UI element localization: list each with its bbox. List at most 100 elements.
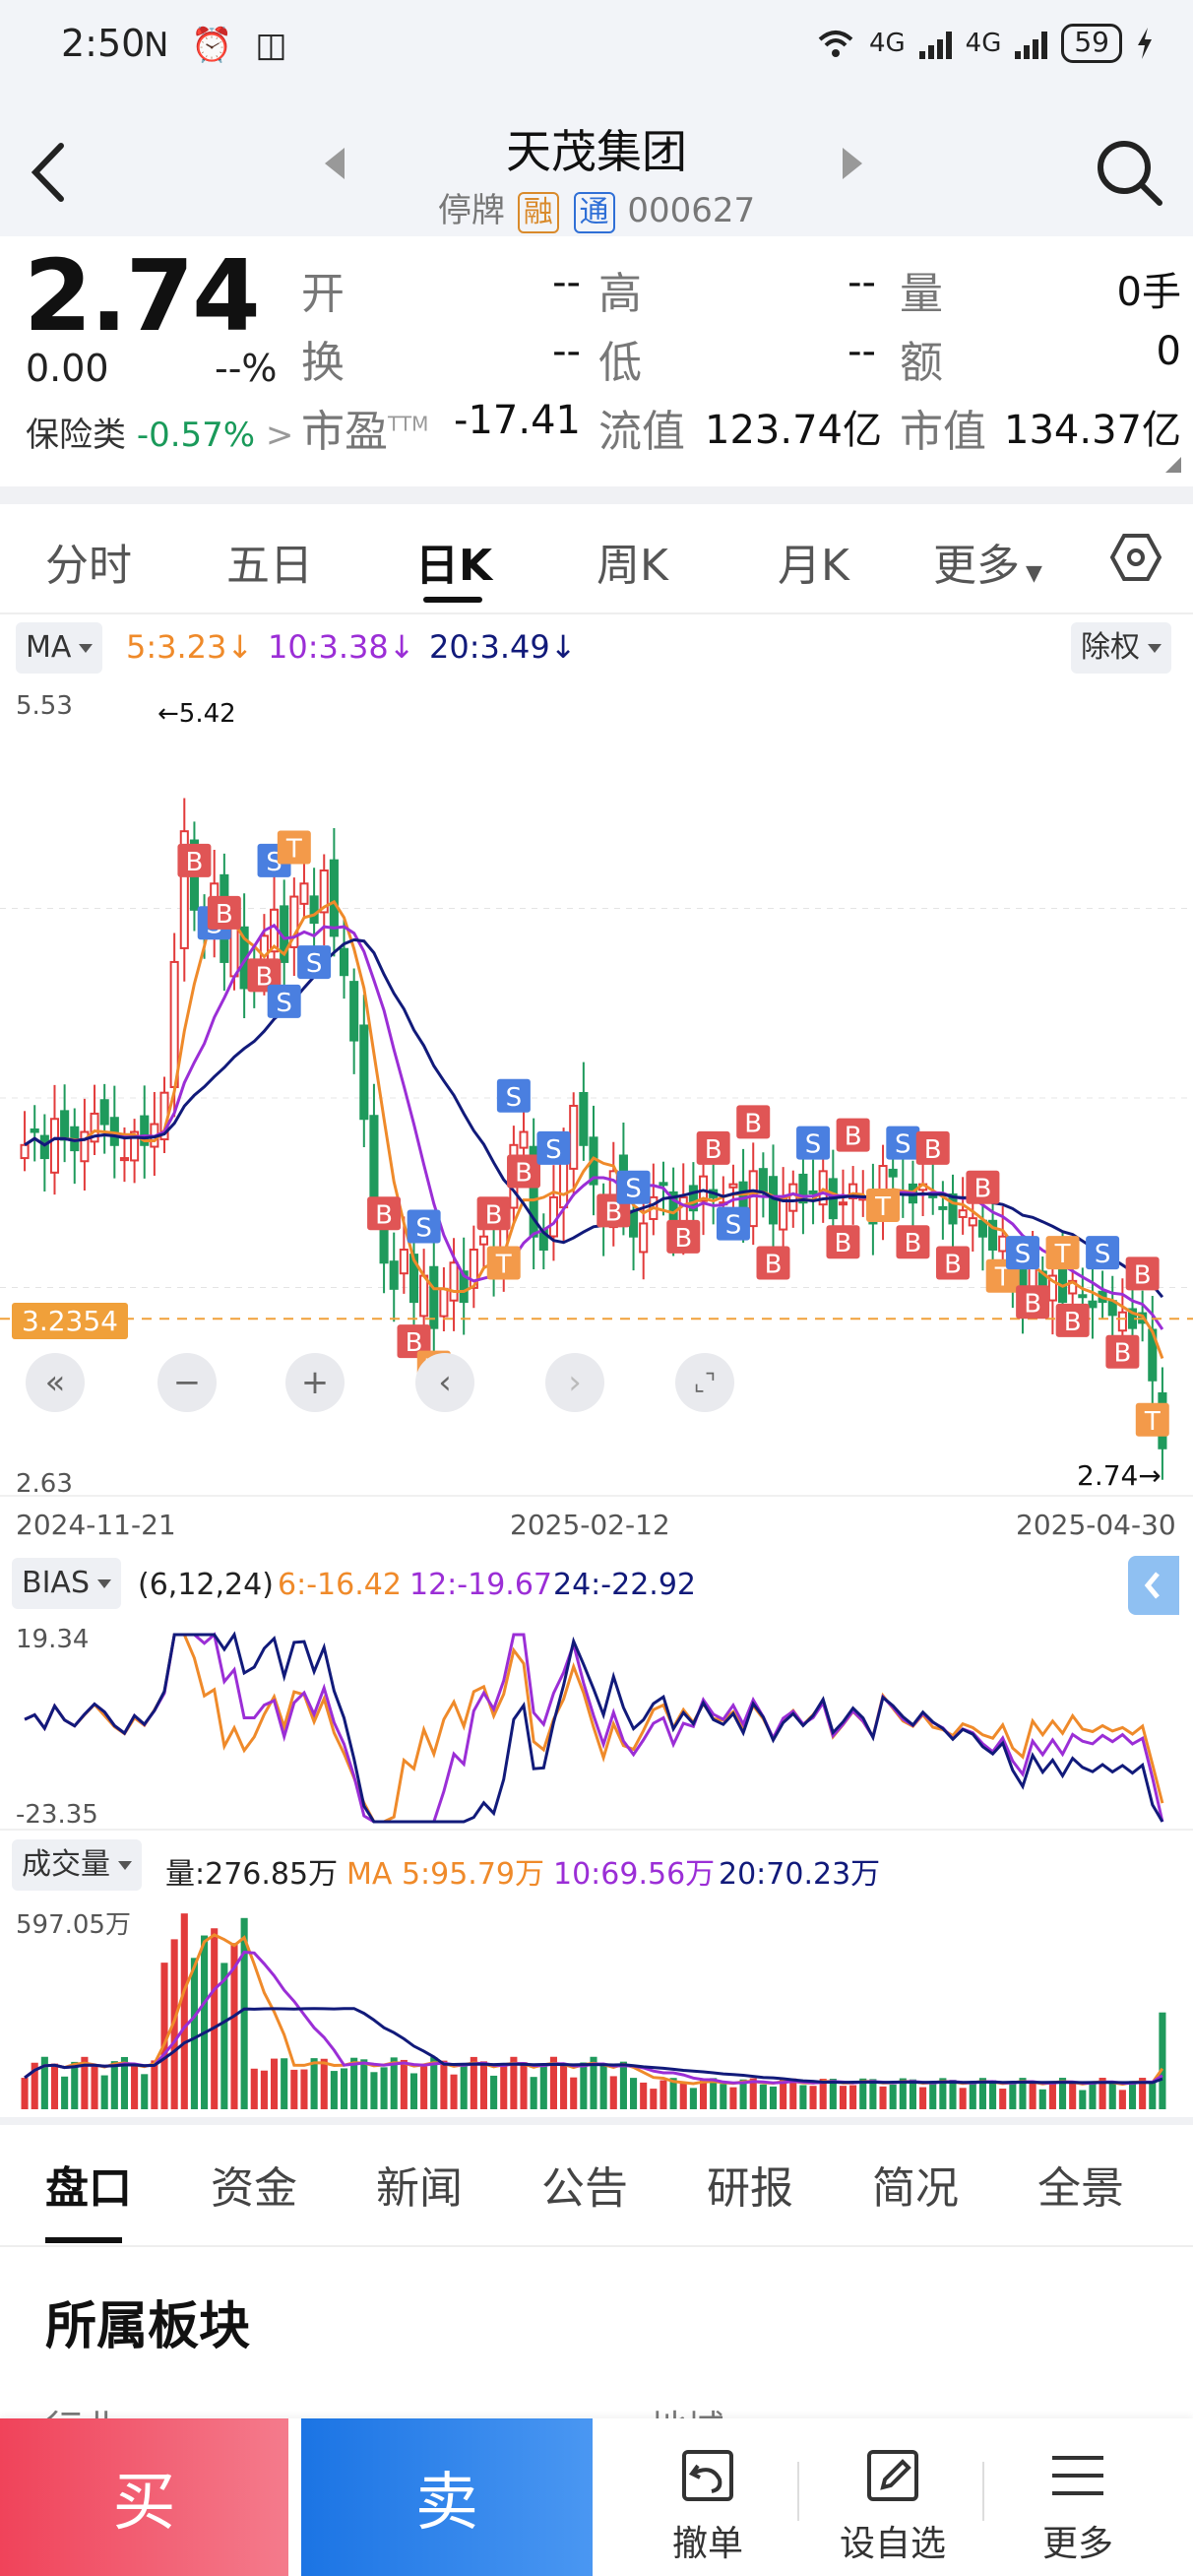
trade-marker-b <box>1105 1334 1140 1369</box>
candle-body <box>548 1195 558 1238</box>
candle-body <box>459 1270 469 1304</box>
ma-indicator-dropdown[interactable]: MA <box>16 622 103 674</box>
volume-bar <box>590 2056 597 2109</box>
trade-marker-t <box>1045 1236 1080 1270</box>
candle-body <box>49 1118 60 1174</box>
edit-icon <box>867 2450 918 2501</box>
volume-bar <box>290 2069 298 2109</box>
more-actions-button[interactable]: 更多 <box>984 2418 1171 2576</box>
volume-bar <box>71 2061 79 2109</box>
turnover-label: 换 <box>301 338 345 388</box>
price-change: 0.00 <box>26 347 109 390</box>
tab-funds[interactable]: 资金 <box>211 2163 297 2214</box>
volume-bar <box>829 2079 837 2109</box>
collapse-panel-button[interactable] <box>1128 1556 1179 1615</box>
date-start: 2024-11-21 <box>16 1509 176 1541</box>
volume-bar <box>50 2063 59 2109</box>
trade-marker-label: B <box>216 900 233 930</box>
zoom-out-button[interactable]: − <box>157 1353 217 1412</box>
volume-bar <box>669 2078 677 2109</box>
sector-link[interactable]: 保险类 -0.57% > <box>26 408 293 456</box>
tab-intraday[interactable]: 分时 <box>45 541 132 591</box>
tab-order-book[interactable]: 盘口 <box>45 2163 132 2214</box>
volume-bar <box>201 1935 209 2109</box>
bias-chart[interactable] <box>0 1625 1193 1832</box>
tab-research[interactable]: 研报 <box>707 2163 793 2214</box>
add-watchlist-label: 设自选 <box>839 2524 946 2564</box>
back-arrow-icon[interactable] <box>22 138 81 207</box>
buy-button[interactable]: 买 <box>0 2418 288 2576</box>
candle-body <box>788 1183 798 1212</box>
scroll-left-button[interactable]: ‹ <box>415 1353 474 1412</box>
bias-dropdown[interactable]: BIAS <box>12 1558 121 1609</box>
amount-label: 额 <box>900 338 943 388</box>
divider <box>0 486 1193 504</box>
volume-bar <box>400 2059 408 2109</box>
volume-bar <box>1058 2078 1067 2109</box>
more-actions-label: 更多 <box>1041 2524 1113 2564</box>
volume-bar <box>580 2062 588 2109</box>
tab-five-day[interactable]: 五日 <box>226 541 313 591</box>
trade-marker-label: S <box>1015 1240 1032 1269</box>
charging-icon <box>1138 28 1152 59</box>
volume-chart[interactable] <box>0 1891 1193 2117</box>
zoom-in-button[interactable]: + <box>285 1353 345 1412</box>
volume-bar <box>1048 2082 1056 2109</box>
rewind-button[interactable]: « <box>26 1353 85 1412</box>
volume-bar <box>230 1943 238 2109</box>
volume-bar <box>1159 2012 1166 2109</box>
tab-announcements[interactable]: 公告 <box>541 2163 628 2214</box>
candle-body <box>559 1157 569 1209</box>
low-value: -- <box>848 329 876 374</box>
volume-bar <box>1149 2082 1157 2109</box>
search-icon[interactable] <box>1091 136 1165 211</box>
kchart-y-top: 5.53 <box>16 691 73 721</box>
volume-bar <box>1108 2081 1116 2109</box>
candle-body <box>439 1287 449 1318</box>
chart-settings-icon[interactable] <box>1110 532 1162 583</box>
volume-bar <box>699 2080 708 2109</box>
volume-bar <box>819 2079 827 2109</box>
volume-bar <box>939 2078 947 2109</box>
cancel-order-button[interactable]: 撤单 <box>614 2418 801 2576</box>
sell-button[interactable]: 卖 <box>301 2418 593 2576</box>
volume-bar <box>180 1913 188 2109</box>
candle-body <box>688 1185 698 1212</box>
candle-body <box>469 1249 478 1289</box>
trade-action-bar: 买 卖 撤单 设自选 更多 <box>0 2418 1193 2576</box>
candle-body <box>519 1130 529 1149</box>
trade-marker-b <box>207 895 241 930</box>
volume-bar <box>549 2056 557 2109</box>
tab-weekly-k[interactable]: 周K <box>596 541 668 591</box>
tab-more[interactable]: 更多 ▼ <box>933 541 1042 591</box>
tab-profile[interactable]: 简况 <box>872 2163 959 2214</box>
tab-monthly-k[interactable]: 月K <box>778 541 849 591</box>
tab-daily-k[interactable]: 日K <box>415 541 493 591</box>
market-cap-label: 市值 <box>900 407 986 457</box>
adjust-dropdown[interactable]: 除权 <box>1071 622 1171 674</box>
tab-news[interactable]: 新闻 <box>376 2163 463 2214</box>
price-change-pct: --% <box>215 347 278 390</box>
divider <box>0 2245 1193 2247</box>
trade-marker-b <box>936 1246 971 1280</box>
expand-corner-icon[interactable] <box>1165 457 1181 473</box>
volume-bar <box>1118 2090 1126 2109</box>
trade-marker-s <box>796 1126 831 1160</box>
add-watchlist-button[interactable]: 设自选 <box>799 2418 986 2576</box>
candle-body <box>848 1183 858 1199</box>
kline-chart[interactable]: BSBBSSTSBBSTBTSBSBSBBSBBSBBTSBBBBTSBTBSB… <box>0 689 1193 1497</box>
trade-marker-label: S <box>415 1214 432 1244</box>
fullscreen-button[interactable]: ⌞⌝ <box>675 1353 734 1412</box>
bias-line-24 <box>24 1631 1164 1824</box>
scroll-right-button[interactable]: › <box>545 1353 604 1412</box>
next-stock-arrow-icon[interactable] <box>843 148 862 179</box>
volume-bar <box>889 2084 897 2109</box>
candle-body <box>988 1219 998 1252</box>
tab-panorama[interactable]: 全景 <box>1037 2163 1124 2214</box>
volume-dropdown[interactable]: 成交量 <box>12 1839 142 1891</box>
menu-icon <box>1052 2456 1103 2495</box>
volume-bar <box>769 2086 778 2109</box>
candle-body <box>758 1168 768 1193</box>
prev-stock-arrow-icon[interactable] <box>325 148 345 179</box>
trade-marker-label: T <box>495 1250 512 1279</box>
